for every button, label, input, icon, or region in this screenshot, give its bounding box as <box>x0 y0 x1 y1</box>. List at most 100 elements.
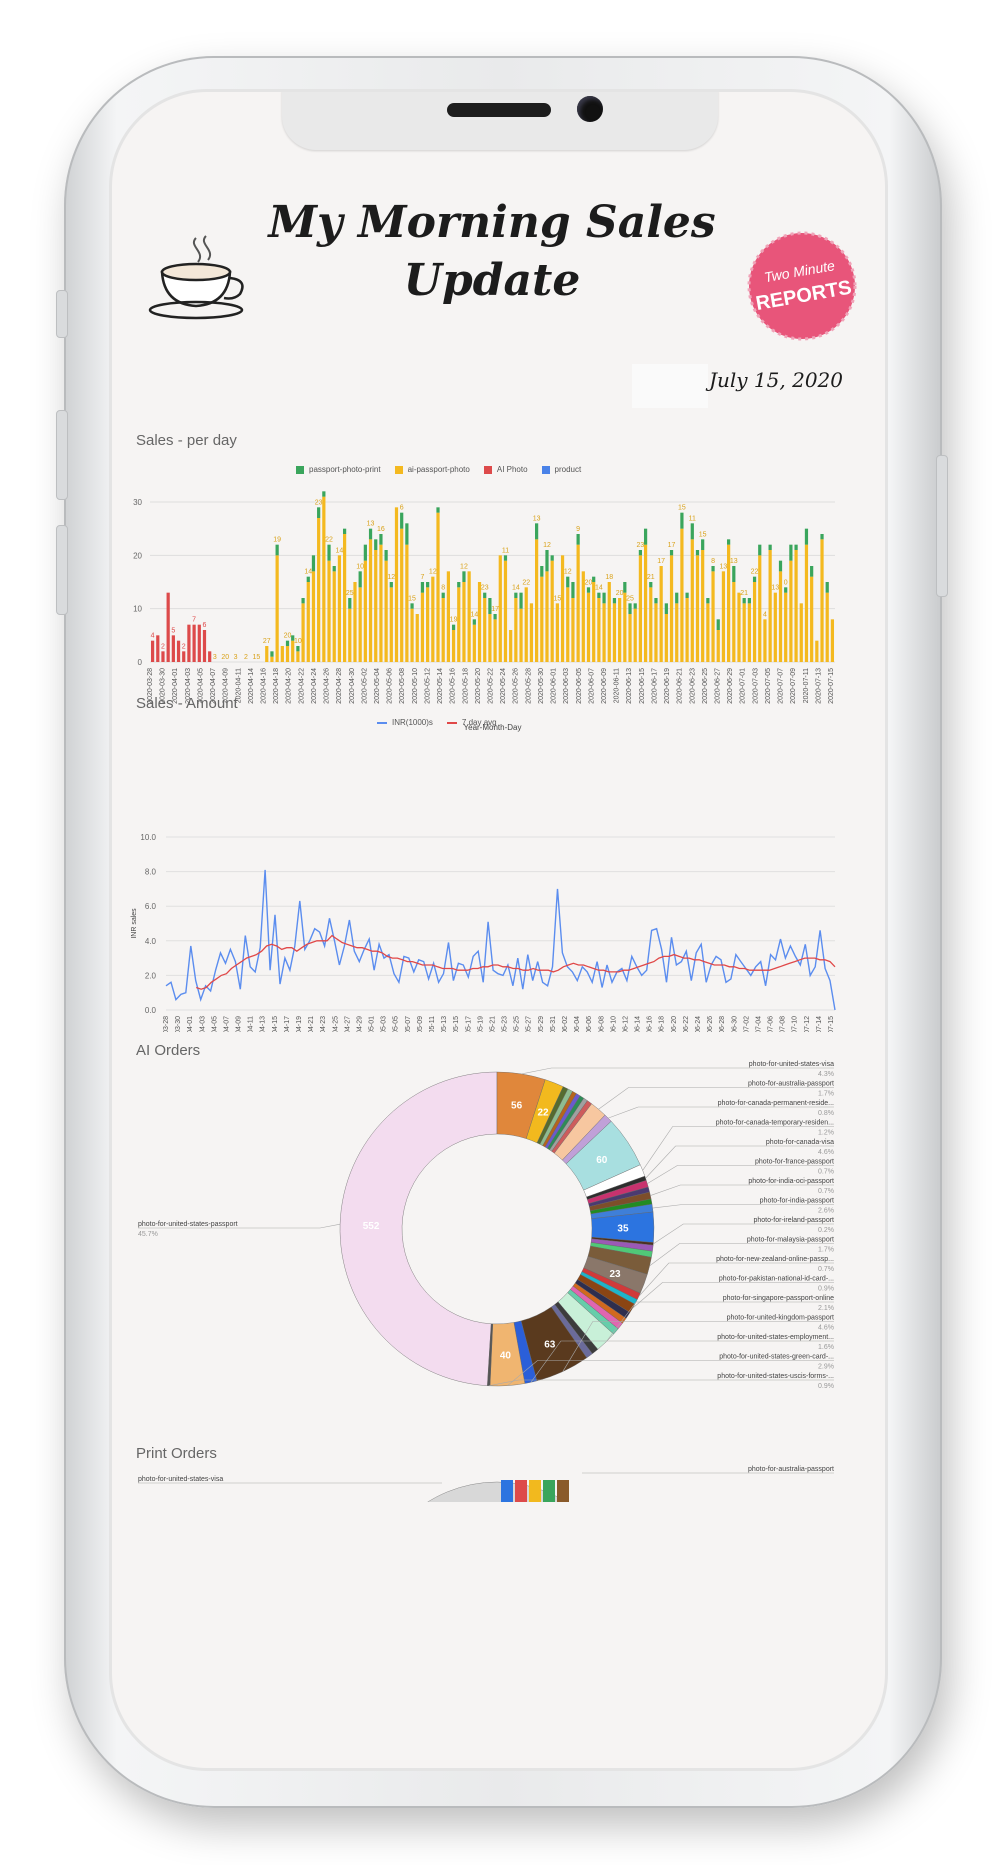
bar-value-label: 22 <box>751 569 759 576</box>
bar-ai-passport-photo <box>773 592 777 662</box>
slice-label: photo-for-malaysia-passport <box>747 1237 834 1244</box>
bar-passport-photo-print <box>514 592 518 598</box>
bar-ai-passport-photo <box>462 582 466 662</box>
x-tick-label: 2020-07-05 <box>765 668 772 704</box>
bar-ai-passport-photo <box>654 603 658 662</box>
x-tick-label: 2020-04-01 <box>172 668 179 704</box>
x-tick-label: 2020-04-25 <box>332 1016 339 1032</box>
legend-item-inr: INR(1000)s <box>377 718 433 727</box>
slice-label: photo-for-united-states-green-card-... <box>719 1354 834 1361</box>
slice-label: photo-for-canada-permanent-reside... <box>718 1100 834 1107</box>
bar-value-label: 3 <box>234 654 238 661</box>
donut-slice <box>529 1480 541 1502</box>
bar-value-label: 12 <box>543 542 551 549</box>
bar-ai-passport-photo <box>472 624 476 662</box>
bar-passport-photo-print <box>586 587 591 593</box>
bar-passport-photo-print <box>270 651 274 657</box>
page-title: My Morning Sales Update <box>232 194 752 310</box>
bar-passport-photo-print <box>410 603 414 609</box>
bar-ai-passport-photo <box>825 592 829 662</box>
bar-ai-passport-photo <box>446 571 450 662</box>
bar-ai-passport-photo <box>529 603 534 662</box>
bar-passport-photo-print <box>535 523 539 540</box>
x-tick-label: 2020-04-29 <box>356 1016 363 1032</box>
slice-label: photo-for-new-zealand-online-passp... <box>716 1256 834 1263</box>
x-tick-label: 2020-06-01 <box>551 668 558 704</box>
bar-passport-photo-print <box>545 550 549 572</box>
bar-ai-passport-photo <box>576 544 580 662</box>
bar-passport-photo-print <box>701 539 705 550</box>
x-tick-label: 2020-06-28 <box>719 1016 726 1032</box>
x-tick-label: 2020-04-28 <box>336 668 343 704</box>
front-camera <box>577 96 603 122</box>
bar-passport-photo-print <box>493 614 497 620</box>
sales-amount-title: Sales - Amount <box>136 695 238 712</box>
bar-passport-photo-print <box>612 598 617 604</box>
coffee-cup-icon <box>148 235 244 320</box>
slice-value-label: 552 <box>363 1221 380 1232</box>
bar-passport-photo-print <box>742 598 746 604</box>
bar-value-label: 15 <box>553 595 561 602</box>
bar-ai-passport-photo <box>327 560 331 662</box>
bar-passport-photo-print <box>457 582 461 588</box>
x-tick-label: 2020-07-08 <box>780 1016 787 1032</box>
bar-value-label: 7 <box>420 574 424 581</box>
bar-value-label: 8 <box>711 558 715 565</box>
bar-ai-passport-photo <box>742 603 746 662</box>
bar-value-label: 27 <box>263 638 271 645</box>
bar-ai-passport-photo <box>602 603 606 662</box>
label-leader-line <box>530 1340 834 1383</box>
bar-ai-passport-photo <box>384 560 388 662</box>
x-tick-label: 2020-06-18 <box>659 1016 666 1032</box>
bar-passport-photo-print <box>576 534 580 545</box>
x-tick-label: 2020-04-07 <box>223 1016 230 1032</box>
x-tick-label: 2020-06-21 <box>677 668 684 704</box>
bar-value-label: 19 <box>450 617 458 624</box>
x-tick-label: 2020-05-05 <box>393 1016 400 1032</box>
slice-label: photo-for-australia-passport <box>748 1081 834 1088</box>
bar-ai-passport-photo <box>810 576 814 662</box>
x-tick-label: 2020-05-22 <box>488 668 495 704</box>
slice-percent: 0.9% <box>818 1383 834 1390</box>
bar-ai-passport-photo <box>368 539 373 662</box>
bar-value-label: 20 <box>616 590 624 597</box>
x-tick-label: 2020-06-27 <box>715 668 722 704</box>
x-tick-label: 2020-06-15 <box>639 668 646 704</box>
x-tick-label: 2020-04-07 <box>210 668 217 704</box>
y-tick-label: 4.0 <box>145 937 157 946</box>
bar-value-label: 20 <box>221 654 229 661</box>
bar-passport-photo-print <box>825 582 829 593</box>
x-tick-label: 2020-05-16 <box>450 668 457 704</box>
x-tick-label: 2020-05-01 <box>369 1016 376 1032</box>
bar-ai-passport-photo <box>789 560 793 662</box>
legend-swatch <box>541 465 550 474</box>
bar-passport-photo-print <box>675 592 679 604</box>
bar-ai-passport-photo <box>649 587 653 662</box>
bar-ai-passport-photo <box>633 608 637 662</box>
bar-ai-passport-photo <box>498 555 502 662</box>
bar-value-label: 2 <box>161 643 165 650</box>
bar-ai-passport-photo <box>784 592 788 662</box>
slice-value-label: 63 <box>544 1339 556 1350</box>
phone-volume-down-button <box>56 525 68 615</box>
bar-passport-photo-print <box>472 619 476 625</box>
x-tick-label: 2020-04-27 <box>344 1016 351 1032</box>
x-tick-label: 2020-06-29 <box>727 668 734 704</box>
legend-label: product <box>554 465 582 474</box>
donut-slice <box>515 1480 527 1502</box>
x-tick-label: 2020-05-23 <box>502 1016 509 1032</box>
x-tick-label: 2020-05-28 <box>525 668 532 704</box>
bar-value-label: 4 <box>763 611 767 618</box>
bar-ai-passport-photo <box>275 555 279 662</box>
x-tick-label: 2020-06-19 <box>664 668 671 704</box>
x-tick-label: 2020-04-01 <box>187 1016 194 1032</box>
x-tick-label: 2020-04-21 <box>308 1016 315 1032</box>
bar-passport-photo-print <box>368 528 373 540</box>
bar-ai-passport-photo <box>306 582 310 662</box>
x-tick-label: 2020-06-10 <box>610 1016 617 1032</box>
bar-ai-photo <box>208 651 212 662</box>
x-tick-label: 2020-05-30 <box>538 668 545 704</box>
title-line-2: Update <box>403 255 581 306</box>
bar-ai-passport-photo <box>291 640 295 662</box>
bar-ai-passport-photo <box>280 646 284 662</box>
